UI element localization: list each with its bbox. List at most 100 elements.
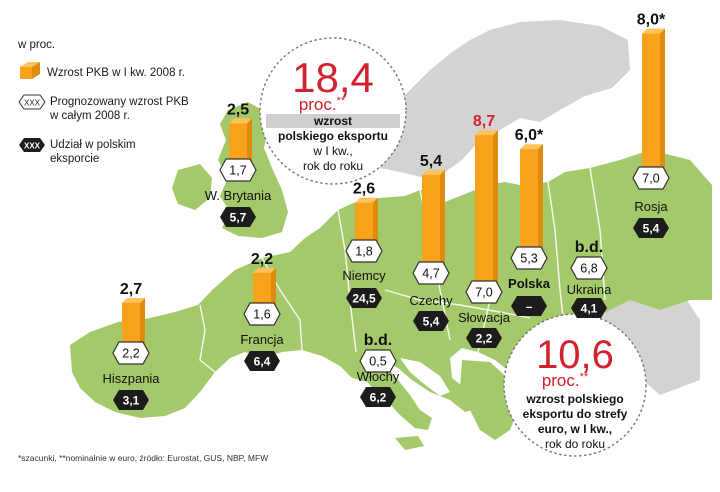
legend-forecast-sample: XXX: [24, 99, 41, 108]
gdp-value-słowacja: 8,7: [473, 113, 495, 130]
country-name-czechy: Czechy: [409, 293, 453, 308]
gdp-value-francja: 2,2: [251, 251, 273, 268]
legend-share-swatch: [19, 138, 45, 152]
share-value-słowacja: 2,2: [476, 332, 493, 346]
forecast-value-czechy: 4,7: [422, 267, 439, 281]
share-value-w-brytania: 5,7: [230, 211, 247, 225]
country-name-słowacja: Słowacja: [458, 310, 511, 325]
legend-gdp-q1-label: Wzrost PKB w I kw. 2008 r.: [47, 67, 185, 79]
legend: w proc. Wzrost PKB w I kw. 2008 r. XXX P…: [17, 39, 189, 165]
bar-polska: [520, 149, 538, 256]
share-value-ukraina: 4,1: [581, 302, 598, 316]
country-słowacja: 8,7 7,0 Słowacja 2,2: [458, 113, 511, 348]
callout-1-stars: **: [337, 95, 346, 107]
gdp-value-włochy: b.d.: [364, 332, 392, 349]
country-czechy: 5,4 4,7 Czechy 5,4: [409, 153, 453, 331]
legend-bar-swatch: [20, 62, 40, 79]
callout-eurozone-export-growth: 10,6 proc.** wzrost polskiego eksportu d…: [503, 313, 647, 457]
gdp-value-w-brytania: 2,5: [227, 102, 249, 119]
forecast-tag-polska: [510, 246, 548, 270]
forecast-value-hiszpania: 2,2: [122, 347, 139, 361]
bar-side-czechy: [440, 169, 445, 271]
bar-francja: [253, 272, 271, 312]
forecast-tag-czechy: [412, 261, 450, 285]
callout-2-unit: proc.**: [542, 371, 589, 390]
callout-2-line1: wzrost polskiego: [525, 392, 623, 406]
bar-top-słowacja: [475, 130, 498, 136]
legend-share-sample: XXX: [24, 142, 41, 151]
legend-forecast-line1: Prognozowany wzrost PKB: [50, 96, 189, 108]
bar-w-brytania: [229, 123, 247, 168]
share-value-niemcy: 24,5: [352, 292, 376, 306]
share-value-hiszpania: 3,1: [123, 394, 140, 408]
share-badge-czechy: [413, 311, 449, 331]
callout-2-line2: eksportu do strefy: [523, 407, 628, 421]
forecast-tag-hiszpania: [112, 341, 150, 365]
gdp-value-czechy: 5,4: [420, 153, 442, 170]
share-badge-włochy: [360, 387, 396, 407]
forecast-tag-słowacja: [465, 280, 503, 304]
country-name-hiszpania: Hiszpania: [102, 371, 160, 386]
forecast-tag-w-brytania: [219, 158, 257, 182]
country-ukraina: b.d. 6,8 Ukraina 4,1: [567, 239, 613, 318]
share-value-polska: –: [526, 300, 533, 314]
forecast-value-niemcy: 1,8: [355, 245, 372, 259]
forecast-tag-francja: [243, 302, 281, 326]
land-scandinavia: [355, 20, 630, 178]
bar-side-rosja: [660, 28, 665, 176]
bar-top-czechy: [422, 169, 445, 175]
bar-side-w-brytania: [247, 118, 252, 168]
forecast-tag-rosja: [632, 166, 670, 190]
bar-niemcy: [355, 202, 373, 249]
callout-export-growth: 18,4 proc.** wzrost polskiego eksportu w…: [259, 37, 407, 185]
unit-label: w proc.: [17, 39, 55, 51]
forecast-value-w-brytania: 1,7: [229, 164, 246, 178]
callout-2-value: 10,6: [536, 333, 614, 377]
bar-top-francja: [253, 267, 276, 273]
share-badge-słowacja: [466, 328, 502, 348]
bar-rosja: [642, 33, 660, 176]
callout-1-value: 18,4: [292, 54, 374, 101]
gdp-value-polska: 6,0*: [515, 127, 544, 144]
share-value-rosja: 5,4: [643, 222, 660, 236]
forecast-value-włochy: 0,5: [369, 355, 386, 369]
country-niemcy: 2,6 1,8 Niemcy 24,5: [342, 181, 386, 308]
country-w-brytania: 2,5 1,7 W. Brytania 5,7: [205, 102, 272, 227]
share-badge-hiszpania: [113, 390, 149, 410]
country-hiszpania: 2,7 2,2 Hiszpania 3,1: [102, 281, 160, 410]
bar-słowacja: [475, 135, 493, 290]
bar-top-rosja: [642, 28, 665, 34]
callout-2-line3: euro, w I kw.,: [538, 422, 612, 436]
share-value-francja: 6,4: [254, 355, 271, 369]
legend-forecast-swatch: [18, 94, 46, 110]
bar-side-francja: [271, 267, 276, 312]
bar-side-słowacja: [493, 130, 498, 290]
bar-top-polska: [520, 144, 543, 150]
forecast-tag-ukraina: [570, 256, 608, 280]
bar-side-polska: [538, 144, 543, 256]
share-badge-w-brytania: [220, 207, 256, 227]
country-name-francja: Francja: [240, 332, 284, 347]
country-name-ukraina: Ukraina: [567, 282, 613, 297]
gdp-value-rosja: 8,0*: [637, 12, 666, 29]
share-value-włochy: 6,2: [370, 391, 387, 405]
callout-2-stars: **: [580, 371, 589, 383]
land-sicily: [395, 436, 424, 450]
forecast-tag-włochy: [359, 349, 397, 373]
forecast-value-polska: 5,3: [520, 252, 537, 266]
bar-top-w-brytania: [229, 118, 252, 124]
forecast-value-francja: 1,6: [253, 308, 270, 322]
callout-1-line1: wzrost: [313, 114, 352, 128]
footnote: *szacunki, **nominalnie w euro, źródło: …: [18, 453, 268, 463]
callout-1-line2: polskiego eksportu: [278, 129, 388, 143]
legend-share-line2: eksporcie: [50, 153, 99, 165]
sea-adriatic: [400, 358, 450, 396]
country-polska: 6,0* 5,3 Polska –: [508, 127, 551, 316]
gdp-value-hiszpania: 2,7: [120, 281, 142, 298]
share-value-czechy: 5,4: [423, 315, 440, 329]
gdp-value-ukraina: b.d.: [575, 239, 603, 256]
